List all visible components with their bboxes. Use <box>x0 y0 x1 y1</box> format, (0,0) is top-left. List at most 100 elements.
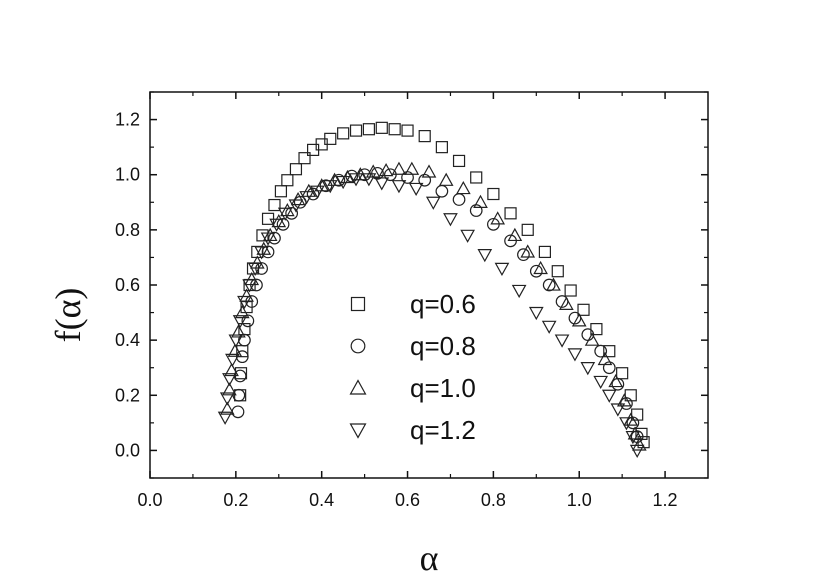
y-tick-label: 0.6 <box>115 275 140 295</box>
data-point <box>391 180 407 194</box>
data-point <box>401 124 414 137</box>
data-point <box>571 313 587 327</box>
data-point <box>577 303 590 316</box>
y-tick-label: 1.2 <box>115 110 140 130</box>
series-triangle-down <box>217 173 645 458</box>
data-point <box>391 161 407 175</box>
data-point <box>289 163 303 176</box>
data-point <box>487 187 500 201</box>
data-point <box>597 351 613 366</box>
data-point <box>375 121 388 134</box>
legend-label: q=1.2 <box>410 415 476 445</box>
data-point <box>276 217 290 231</box>
data-point <box>244 271 260 286</box>
data-point <box>435 184 449 198</box>
data-point <box>219 392 235 406</box>
data-point <box>616 393 632 407</box>
legend-marker <box>350 296 366 312</box>
data-point <box>231 324 246 338</box>
legend-label: q=0.8 <box>410 331 476 361</box>
data-point <box>507 227 523 242</box>
data-point <box>231 405 245 419</box>
data-point <box>418 173 432 187</box>
data-point <box>504 207 517 220</box>
data-point <box>477 249 493 263</box>
data-point <box>529 264 543 278</box>
data-point <box>324 132 337 145</box>
data-point <box>247 262 263 277</box>
x-tick-label: 0.8 <box>481 490 506 510</box>
y-axis-label: f(α) <box>48 288 88 343</box>
data-point <box>256 229 269 242</box>
data-point <box>590 323 603 336</box>
data-point <box>564 284 577 297</box>
legend-marker <box>350 338 366 354</box>
data-point <box>594 344 608 358</box>
data-point <box>438 172 454 186</box>
data-point <box>554 334 570 348</box>
data-point <box>490 211 506 225</box>
data-point <box>608 373 624 388</box>
data-point <box>517 248 530 262</box>
data-point <box>601 389 617 403</box>
data-point <box>374 177 390 191</box>
data-point <box>388 123 401 136</box>
data-point <box>222 373 237 387</box>
data-point <box>348 173 364 187</box>
data-point <box>298 152 311 165</box>
data-point <box>299 191 315 205</box>
data-point <box>274 185 288 198</box>
data-point <box>469 204 483 217</box>
data-point <box>455 180 471 195</box>
data-point <box>551 265 564 278</box>
x-tick-label: 0.0 <box>137 490 162 510</box>
data-point <box>285 206 299 220</box>
data-point <box>603 345 616 358</box>
data-point <box>541 320 557 334</box>
x-tick-label: 0.4 <box>309 490 334 510</box>
data-point <box>290 191 306 206</box>
data-point <box>234 305 250 319</box>
x-tick-label: 0.2 <box>223 490 248 510</box>
data-point <box>460 229 475 243</box>
data-point <box>521 223 534 236</box>
legend-label: q=0.6 <box>410 289 476 319</box>
y-tick-label: 0.8 <box>115 220 140 240</box>
data-point <box>224 362 239 377</box>
data-point <box>254 246 269 260</box>
data-point <box>335 175 351 190</box>
data-point <box>443 213 458 227</box>
legend: q=0.6 q=0.8 q=1.0 q=1.2 <box>349 289 476 445</box>
data-point <box>217 411 233 425</box>
data-point <box>511 284 527 299</box>
data-points <box>217 121 650 458</box>
data-point <box>616 367 629 380</box>
data-point <box>610 403 626 417</box>
data-point <box>619 417 634 431</box>
data-point <box>625 430 641 445</box>
data-point <box>310 185 325 199</box>
data-point <box>520 244 536 258</box>
data-point <box>602 361 616 375</box>
data-point <box>559 296 574 310</box>
data-point <box>222 382 237 396</box>
legend-marker <box>349 379 367 395</box>
data-point <box>322 180 338 194</box>
data-point <box>580 362 596 376</box>
x-tick-label: 0.6 <box>395 490 420 510</box>
data-point <box>249 255 265 269</box>
y-tick-label: 0.0 <box>115 440 140 460</box>
data-point <box>277 207 293 221</box>
data-point <box>435 141 448 154</box>
data-point <box>584 332 600 346</box>
data-point <box>528 306 544 321</box>
data-point <box>425 196 441 210</box>
x-tick-label: 1.0 <box>567 490 592 510</box>
data-point <box>470 171 483 184</box>
data-point <box>260 232 276 246</box>
y-axis-ticks: 0.0 0.2 0.4 0.6 0.8 1.0 1.2 <box>115 91 708 479</box>
data-point <box>358 168 371 182</box>
data-point <box>378 163 394 177</box>
legend-label: q=1.0 <box>410 373 476 403</box>
data-point <box>408 182 424 197</box>
